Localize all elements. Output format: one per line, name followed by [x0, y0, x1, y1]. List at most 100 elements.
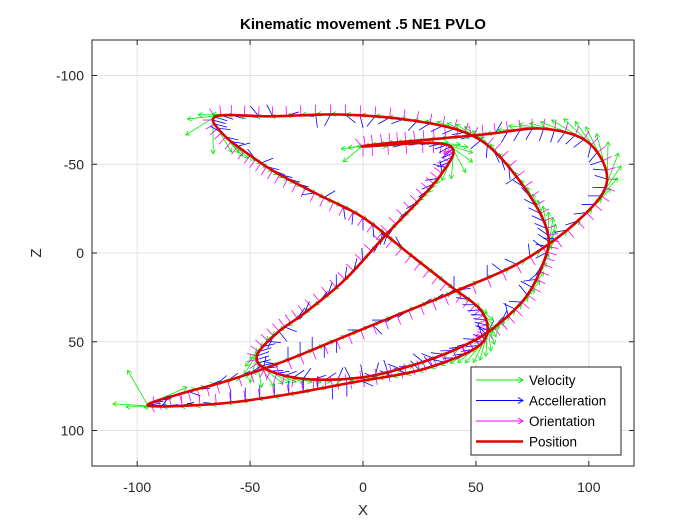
- acceleration-arrow: [438, 146, 451, 153]
- orientation-arrow: [385, 239, 393, 249]
- orientation-arrow: [443, 151, 454, 153]
- orientation-arrow: [216, 383, 220, 394]
- acceleration-arrow: [565, 134, 576, 145]
- orientation-arrow: [297, 305, 305, 314]
- x-tick-label: 0: [359, 479, 367, 495]
- orientation-arrow: [431, 276, 439, 285]
- acceleration-arrow: [503, 303, 516, 310]
- acceleration-arrow: [504, 258, 517, 265]
- velocity-arrow-head: [483, 352, 489, 358]
- acceleration-arrow: [266, 104, 274, 117]
- orientation-arrow: [374, 106, 377, 117]
- legend-label: Accelleration: [529, 394, 606, 409]
- orientation-arrow: [319, 197, 325, 207]
- orientation-arrow: [416, 111, 419, 122]
- x-tick-label: 50: [468, 479, 484, 495]
- orientation-arrow: [605, 167, 616, 171]
- orientation-arrow: [411, 365, 416, 376]
- orientation-arrow: [255, 162, 262, 172]
- orientation-arrow: [272, 386, 275, 397]
- acceleration-arrow: [302, 368, 312, 379]
- velocity-arrow: [127, 370, 149, 406]
- orientation-arrow: [443, 148, 454, 155]
- series-layer: [146, 113, 609, 408]
- orientation-arrow: [275, 364, 280, 374]
- orientation-arrow: [309, 192, 316, 202]
- orientation-arrow: [229, 392, 232, 403]
- orientation-arrow: [257, 388, 261, 399]
- orientation-arrow: [543, 118, 545, 129]
- acceleration-arrow: [442, 128, 455, 135]
- acceleration-arrow: [513, 129, 521, 142]
- orientation-arrow: [422, 130, 425, 141]
- orientation-arrow: [586, 212, 594, 220]
- orientation-arrow: [291, 309, 298, 319]
- orientation-arrow: [429, 113, 433, 124]
- acceleration-arrow: [387, 363, 401, 370]
- orientation-arrow: [530, 191, 540, 198]
- orientation-arrow: [420, 305, 425, 316]
- orientation-arrow: [237, 150, 245, 160]
- orientation-arrow: [444, 295, 449, 306]
- orientation-arrow: [238, 377, 243, 387]
- orientation-arrow: [250, 372, 255, 383]
- acceleration-arrow: [500, 131, 509, 143]
- velocity-arrow-head: [210, 149, 216, 155]
- legend-swatch-head: [517, 417, 524, 425]
- acceleration-arrow: [573, 139, 585, 148]
- orientation-arrow: [444, 146, 451, 155]
- acceleration-arrow: [372, 224, 375, 238]
- velocity-arrow-head: [446, 122, 452, 128]
- velocity-arrow-head: [507, 123, 514, 130]
- velocity-arrow-head: [614, 152, 620, 158]
- acceleration-arrow: [433, 163, 446, 169]
- acceleration-arrow: [237, 142, 251, 147]
- acceleration-arrow: [590, 160, 603, 166]
- velocity-arrow-head: [472, 357, 478, 364]
- velocity-arrow-head: [457, 358, 463, 364]
- orientation-arrow: [548, 246, 559, 249]
- orientation-arrow: [543, 216, 554, 222]
- velocity-arrow-head: [185, 130, 191, 136]
- orientation-arrow: [548, 233, 559, 236]
- orientation-arrow: [272, 323, 280, 332]
- velocity-arrow-head: [461, 167, 467, 174]
- acceleration-arrow: [518, 284, 528, 296]
- velocity-arrow-head: [463, 143, 469, 150]
- legend-swatch-head: [517, 397, 524, 404]
- velocity-arrow-head: [197, 112, 203, 118]
- orientation-arrow: [282, 178, 289, 188]
- orientation-arrow: [376, 231, 383, 241]
- acceleration-arrow: [573, 212, 587, 215]
- orientation-arrow: [440, 156, 450, 163]
- acceleration-arrow: [366, 116, 376, 127]
- orientation-arrow: [516, 264, 522, 274]
- acceleration-arrow: [430, 125, 443, 133]
- orientation-arrow: [554, 120, 557, 131]
- velocity-arrow-head: [285, 378, 291, 383]
- orientation-arrow: [374, 375, 378, 385]
- velocity-arrow-head: [491, 332, 497, 338]
- velocity-arrow-head: [518, 122, 524, 128]
- orientation-arrow: [546, 225, 557, 229]
- orientation-arrow: [209, 108, 216, 118]
- orientation-arrow: [274, 174, 281, 184]
- orientation-arrow: [224, 141, 232, 150]
- orientation-arrow: [371, 145, 374, 157]
- orientation-arrow: [425, 177, 435, 185]
- orientation-arrow: [337, 272, 346, 280]
- orientation-arrow: [291, 377, 294, 388]
- y-tick-label: -100: [56, 68, 84, 84]
- orientation-arrow: [546, 251, 557, 256]
- orientation-arrow: [372, 324, 377, 335]
- legend-label: Orientation: [529, 414, 595, 429]
- orientation-arrow: [281, 375, 285, 386]
- velocity-arrow-head: [574, 120, 580, 127]
- acceleration-arrow: [594, 174, 608, 180]
- orientation-arrow: [301, 381, 304, 392]
- velocity-arrow-head: [440, 175, 446, 182]
- velocity-arrow-head: [616, 165, 622, 171]
- orientation-arrow: [405, 143, 407, 154]
- acceleration-arrow: [525, 128, 533, 141]
